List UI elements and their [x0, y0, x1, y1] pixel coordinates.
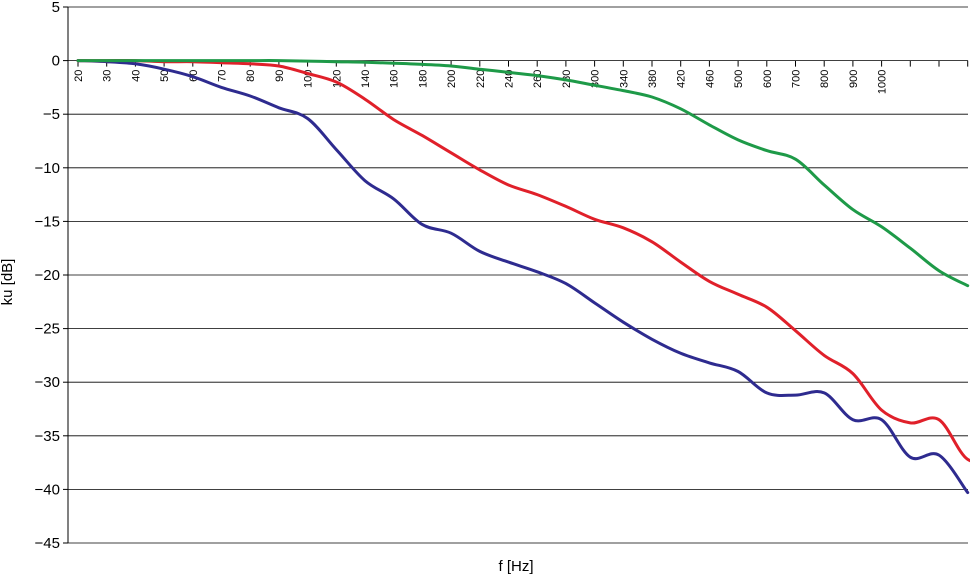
series-lines: [76, 59, 970, 495]
x-tick-label: 220: [475, 70, 487, 88]
x-tick-label: 200: [446, 70, 458, 88]
x-tick-label: 700: [791, 70, 803, 88]
y-axis-label: ku [dB]: [0, 259, 16, 306]
x-tick-label: 80: [245, 70, 257, 82]
x-tick-label: 380: [647, 70, 659, 88]
x-tick-label: 800: [819, 70, 831, 88]
x-tick-label: 900: [848, 70, 860, 88]
x-axis-label: f [Hz]: [498, 558, 533, 575]
x-tick-label: 90: [274, 70, 286, 82]
grid-lines: [63, 6, 968, 544]
y-tick-labels: 5 0 −5 −10 −15 −20 −25 −30 −35 −40 −45: [35, 0, 60, 552]
x-tick-label: 260: [532, 70, 544, 88]
series-line-3: [76, 59, 970, 288]
x-tick-label: 340: [618, 70, 630, 88]
x-tick-label: 50: [159, 70, 171, 82]
y-tick-label: −35: [35, 428, 60, 445]
x-tick-label: 300: [590, 70, 602, 88]
x-tick-label: 40: [130, 70, 142, 82]
x-tick-label: 180: [417, 70, 429, 88]
series-line-2: [76, 59, 970, 463]
y-tick-label: −30: [35, 374, 60, 391]
y-tick-label: −15: [35, 213, 60, 230]
y-tick-label: −10: [35, 160, 60, 177]
y-tick-label: −40: [35, 481, 60, 498]
y-tick-label: −45: [35, 535, 60, 552]
x-tick-label: 500: [733, 70, 745, 88]
x-tick-label: 460: [704, 70, 716, 88]
series-line-1: [76, 59, 970, 495]
y-tick-label: −25: [35, 321, 60, 338]
x-tick-label: 420: [676, 70, 688, 88]
x-tick-label: 600: [762, 70, 774, 88]
y-tick-label: 5: [52, 0, 60, 16]
x-tick-label: 160: [389, 70, 401, 88]
y-tick-label: −20: [35, 267, 60, 284]
y-tick-label: −5: [43, 106, 60, 123]
x-tick-label: 140: [360, 70, 372, 88]
y-tick-label: 0: [52, 53, 60, 70]
x-tick-label: 30: [102, 70, 114, 82]
x-tick-label: 70: [217, 70, 229, 82]
x-tick-label: 1000: [877, 70, 889, 94]
x-tick-label: 20: [73, 70, 85, 82]
x-tick-labels: 20 30 40 50 60 70 80 90 100 120 140 160 180 200 220 240…: [73, 60, 969, 94]
